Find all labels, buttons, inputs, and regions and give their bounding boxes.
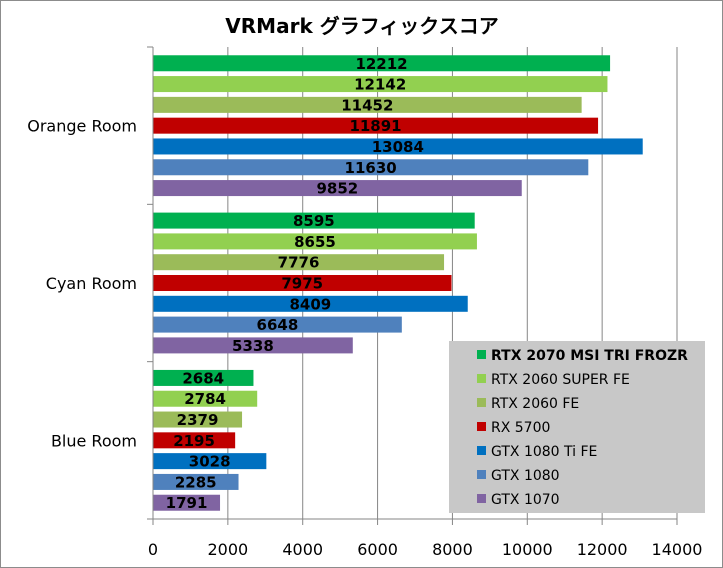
data-label: 2195 xyxy=(173,432,215,450)
category-label: Orange Room xyxy=(27,117,137,136)
legend-entry: RTX 2060 SUPER FE xyxy=(491,372,630,388)
x-tick-label: 4000 xyxy=(282,540,323,559)
bars xyxy=(153,55,643,511)
x-tick-label: 14000 xyxy=(652,540,703,559)
bar xyxy=(153,453,267,470)
x-tick-label: 12000 xyxy=(577,540,628,559)
data-label: 12212 xyxy=(355,55,407,73)
bar xyxy=(153,473,239,490)
bar xyxy=(153,316,402,333)
data-label: 11452 xyxy=(341,96,393,114)
data-labels: 12212 12142 11452 11891 13084 11630 9852 8595 86… xyxy=(166,55,424,512)
bar xyxy=(153,494,221,511)
bar xyxy=(153,138,643,155)
bar xyxy=(153,55,611,72)
data-label: 1791 xyxy=(166,494,208,512)
legend: RTX 2070 MSI TRI FROZR RTX 2060 SUPER FE R… xyxy=(449,341,705,513)
data-label: 2684 xyxy=(182,369,224,387)
data-label: 2379 xyxy=(177,411,219,429)
bar xyxy=(153,159,589,176)
bar xyxy=(153,96,582,113)
data-label: 2285 xyxy=(175,473,217,491)
legend-entry: RTX 2070 MSI TRI FROZR xyxy=(491,348,688,364)
axes: 0 2000 4000 6000 8000 10000 12000 14000 Orange R… xyxy=(27,46,703,559)
legend-swatch xyxy=(477,374,486,383)
chart-title: VRMark グラフィックスコア xyxy=(225,14,498,38)
legend-entry: GTX 1080 Ti FE xyxy=(491,444,597,460)
data-label: 3028 xyxy=(189,453,231,471)
legend-swatch xyxy=(477,422,486,431)
legend-entry: RTX 2060 FE xyxy=(491,396,579,412)
bar xyxy=(153,295,468,312)
legend-entry: GTX 1070 xyxy=(491,492,560,508)
data-label: 12142 xyxy=(354,76,406,94)
data-label: 11630 xyxy=(345,159,397,177)
x-tick-label: 0 xyxy=(148,540,158,559)
legend-box xyxy=(449,341,705,513)
legend-swatch xyxy=(477,446,486,455)
data-label: 13084 xyxy=(372,138,424,156)
bar xyxy=(153,180,522,197)
x-tick-label: 6000 xyxy=(357,540,398,559)
data-label: 8655 xyxy=(294,233,336,251)
data-label: 8595 xyxy=(293,212,335,230)
x-tick-label: 8000 xyxy=(432,540,473,559)
bar xyxy=(153,233,477,250)
bar xyxy=(153,432,236,449)
legend-swatch xyxy=(477,494,486,503)
data-label: 11891 xyxy=(349,117,401,135)
legend-entry: RX 5700 xyxy=(491,420,550,436)
data-label: 8409 xyxy=(289,295,331,313)
bar xyxy=(153,117,599,134)
data-label: 6648 xyxy=(257,316,299,334)
x-tick-label: 2000 xyxy=(207,540,248,559)
bar xyxy=(153,390,258,407)
data-label: 5338 xyxy=(232,337,274,355)
category-label: Cyan Room xyxy=(46,274,137,293)
data-label: 7975 xyxy=(281,275,323,293)
data-label: 9852 xyxy=(316,180,358,198)
category-label: Blue Room xyxy=(51,431,137,450)
bar xyxy=(153,254,445,271)
legend-entry: GTX 1080 xyxy=(491,468,560,484)
bar xyxy=(153,275,452,291)
data-label: 7776 xyxy=(278,254,320,272)
bar xyxy=(153,337,353,354)
legend-swatch xyxy=(477,350,486,359)
legend-swatch xyxy=(477,398,486,407)
bar xyxy=(153,76,608,93)
x-tick-label: 10000 xyxy=(502,540,553,559)
bar xyxy=(153,369,254,386)
data-label: 2784 xyxy=(184,390,226,408)
bar xyxy=(153,212,475,229)
bar xyxy=(153,411,243,428)
legend-swatch xyxy=(477,470,486,479)
